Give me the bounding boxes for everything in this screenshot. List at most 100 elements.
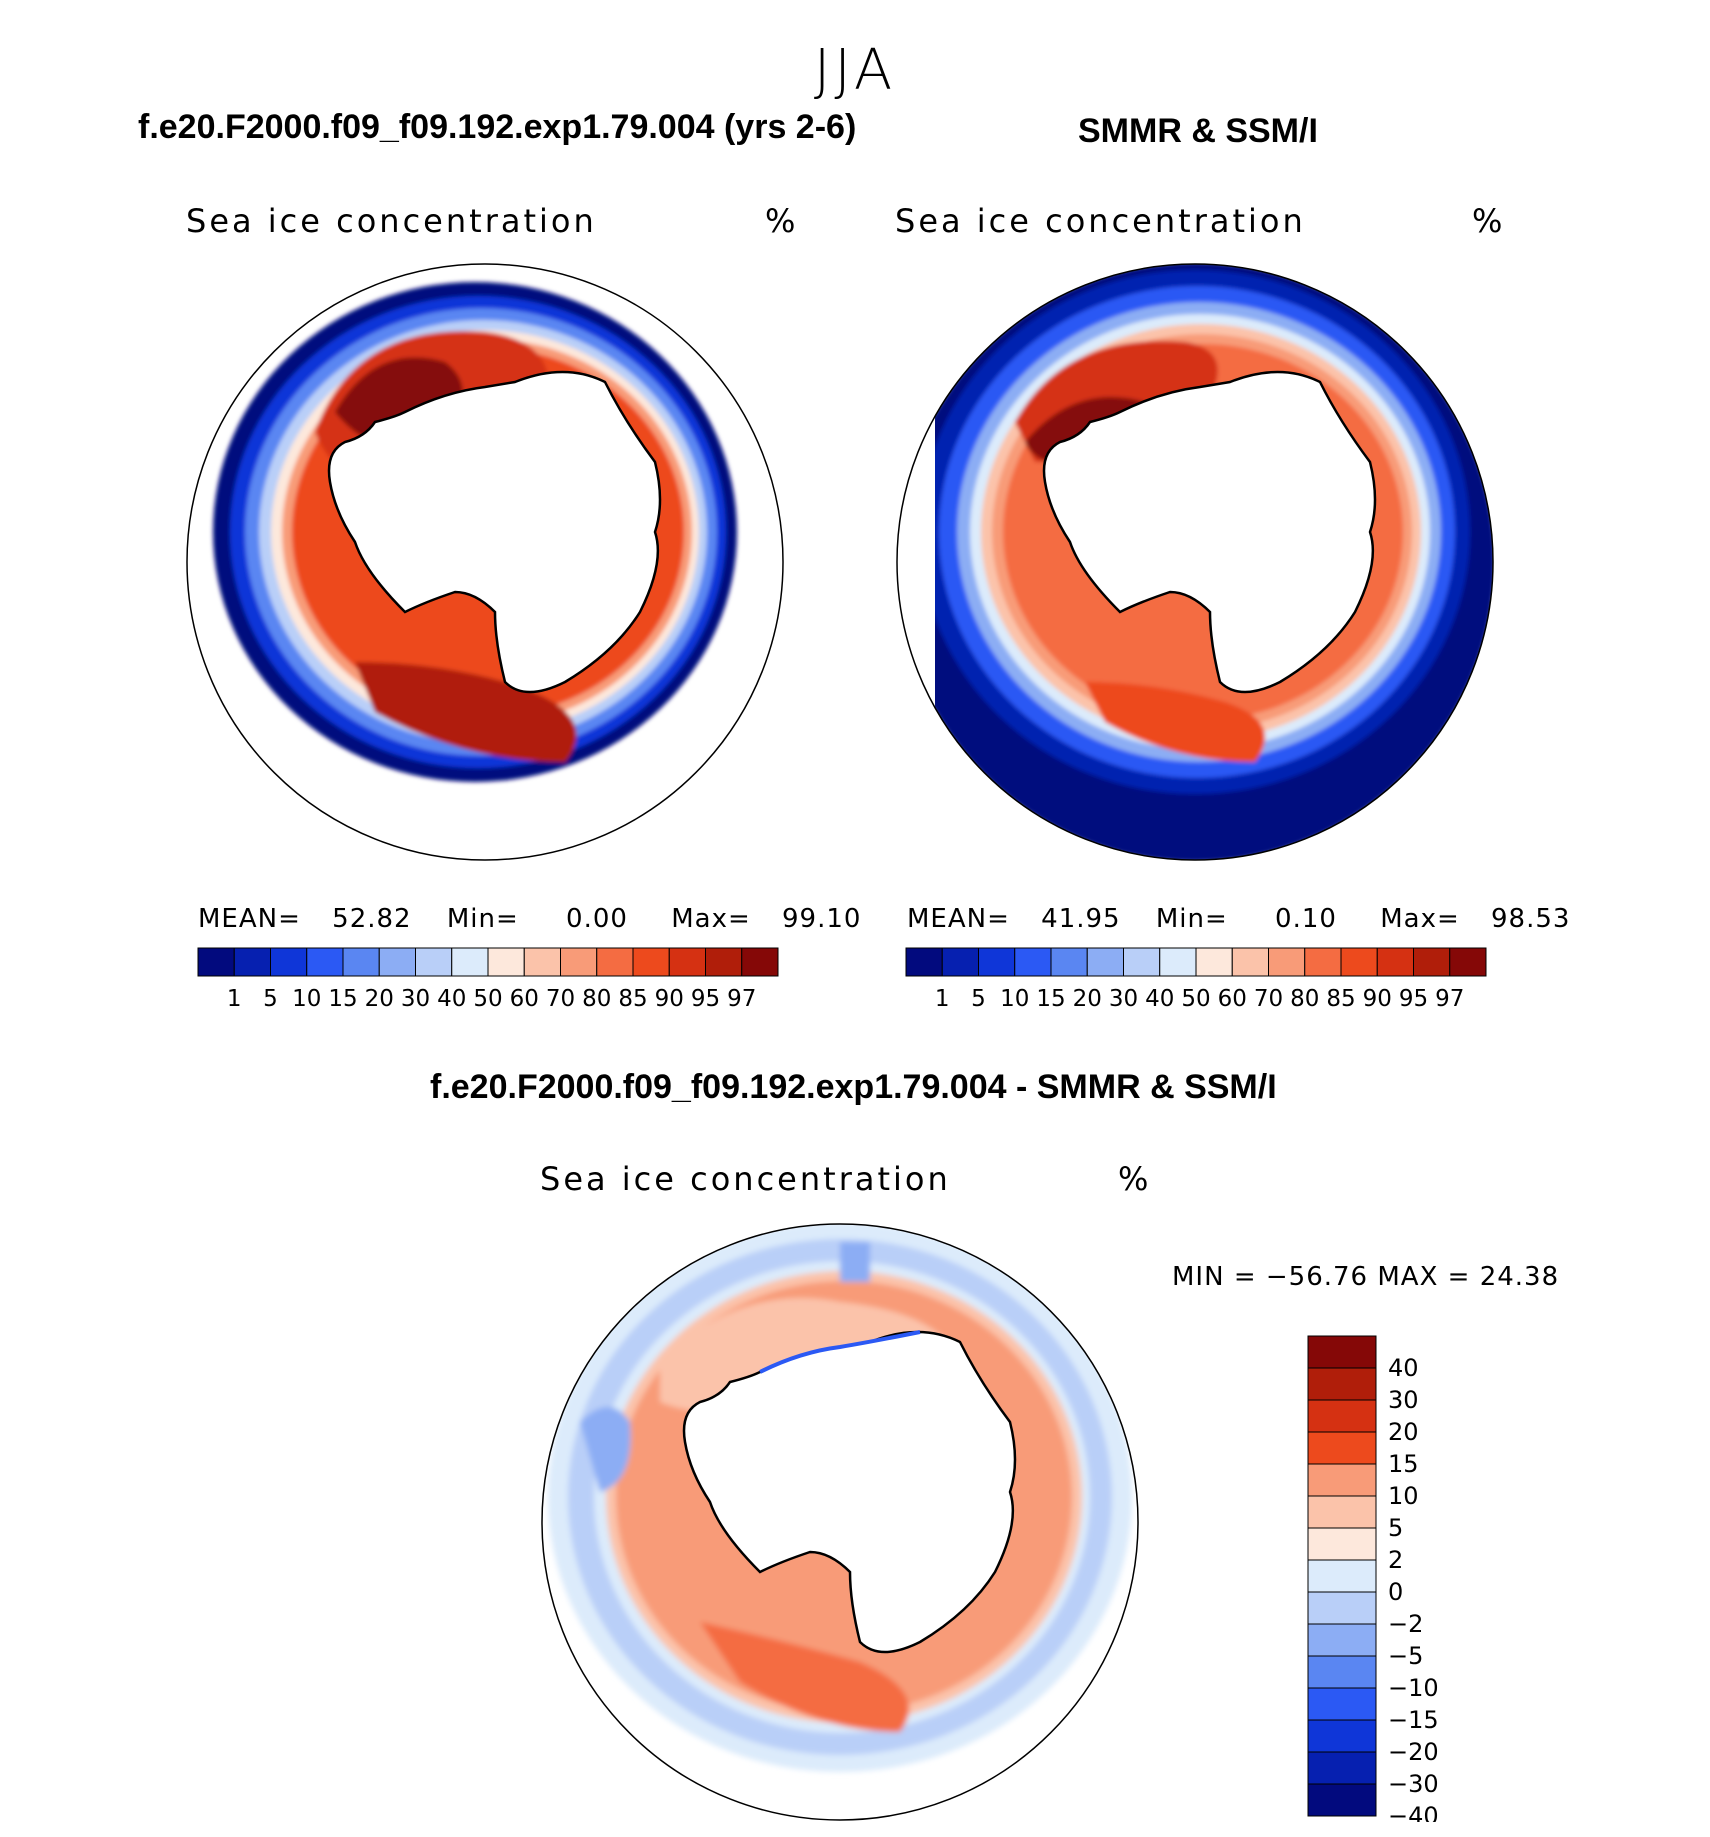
panel-1-colorbar-swatch	[451, 947, 489, 977]
panel-2-colorbar-swatch	[1086, 947, 1124, 977]
panel-1-colorbar-swatch	[523, 947, 561, 977]
panel-3-antarctica-outline	[682, 1330, 1017, 1654]
panel-3-colorbar-swatch	[1307, 1655, 1377, 1689]
panel-3-colorbar-tick-label: −2	[1388, 1610, 1423, 1638]
panel-1-colorbar-swatch	[560, 947, 598, 977]
panel-2-colorbar-tick-label: 10	[1000, 986, 1029, 1012]
panel-2-colorbar-tick-label: 30	[1109, 986, 1138, 1012]
panel-3-colorbar-swatch	[1307, 1527, 1377, 1561]
panel-3-colorbar-tick-label: 20	[1388, 1418, 1419, 1446]
panel-1-colorbar-swatch	[741, 947, 779, 977]
panel-2-colorbar-tick-label: 90	[1363, 986, 1392, 1012]
panel-2-colorbar-swatch	[1014, 947, 1052, 977]
panel-3-colorbar-swatch	[1307, 1783, 1377, 1817]
panel-3-coastal-negative-band	[759, 1330, 921, 1374]
panel-1-max-value: 99.10	[782, 904, 862, 934]
panel-3-colorbar-swatch	[1307, 1367, 1377, 1401]
panel-2-mean-label: MEAN=	[907, 904, 1010, 934]
panel-3-map-boundary	[541, 1223, 1139, 1821]
panel-2-colorbar-tick-label: 50	[1181, 986, 1210, 1012]
panel-2-map-boundary	[896, 263, 1494, 861]
panel-2-colorbar-tick-label: 80	[1290, 986, 1319, 1012]
panel-3-colorbar-tick-label: 30	[1388, 1386, 1419, 1414]
panel-1-mean-label: MEAN=	[198, 904, 301, 934]
panel-1-colorbar-swatch	[487, 947, 525, 977]
panel-2-variable: Sea ice concentration	[895, 202, 1306, 240]
panel-3-colorbar-tick-label: 15	[1388, 1450, 1419, 1478]
panel-3-colorbar-tick-label: 40	[1388, 1354, 1419, 1382]
panel-1-colorbar-tick-label: 95	[691, 986, 720, 1012]
panel-3-colorbar-swatch	[1307, 1399, 1377, 1433]
panel-2-max-label: Max=	[1380, 904, 1460, 934]
panel-1-colorbar-swatch	[596, 947, 634, 977]
season-title: JJA	[813, 38, 897, 103]
panel-1-antarctica-outline	[327, 370, 662, 694]
panel-2-colorbar-tick-label: 95	[1399, 986, 1428, 1012]
panel-2-colorbar-swatch	[1376, 947, 1414, 977]
panel-2-colorbar-tick-label: 5	[971, 986, 986, 1012]
panel-1-colorbar-tick-label: 5	[263, 986, 278, 1012]
panel-2-colorbar-tick-label: 20	[1073, 986, 1102, 1012]
panel-1-colorbar-tick-label: 80	[582, 986, 611, 1012]
panel-2-colorbar-tick-label: 60	[1218, 986, 1247, 1012]
panel-1-min-label: Min=	[446, 904, 519, 934]
panel-1-colorbar-tick-label: 10	[292, 986, 321, 1012]
panel-2-colorbar-tick-label: 40	[1145, 986, 1174, 1012]
panel-2-colorbar-swatch	[1123, 947, 1161, 977]
panel-3-stats: MIN = −56.76 MAX = 24.38	[1172, 1262, 1560, 1292]
panel-3-title: f.e20.F2000.f09_f09.192.exp1.79.004 - SM…	[430, 1068, 1277, 1106]
panel-1-colorbar-tick-label: 60	[510, 986, 539, 1012]
panel-3-map	[541, 1223, 1139, 1821]
panel-1-colorbar-swatch	[378, 947, 416, 977]
panel-1-min-value: 0.00	[566, 904, 628, 934]
panel-3-colorbar-swatch	[1307, 1495, 1377, 1529]
panel-2-colorbar-swatch	[1449, 947, 1487, 977]
panel-1-colorbar-tick-label: 30	[401, 986, 430, 1012]
panel-1-stats: MEAN= 52.82 Min= 0.00 Max= 99.10	[198, 904, 861, 934]
panel-2-colorbar-swatch	[1413, 947, 1451, 977]
panel-2-colorbar-swatch	[1195, 947, 1233, 977]
panel-2-colorbar-tick-label: 85	[1326, 986, 1355, 1012]
panel-1-colorbar: 1 5 10 15 20 30 40 50 60 70 80 85 90 95 97	[197, 947, 779, 1012]
panel-1-colorbar-tick-label: 40	[437, 986, 466, 1012]
panel-3-colorbar-swatch	[1307, 1719, 1377, 1753]
panel-2-colorbar-tick-label: 15	[1036, 986, 1065, 1012]
panel-2-colorbar-tick-label: 97	[1435, 986, 1464, 1012]
panel-1-colorbar-tick-label: 70	[546, 986, 575, 1012]
panel-2-colorbar-swatch	[1159, 947, 1197, 977]
panel-2-min-label: Min=	[1155, 904, 1228, 934]
panel-2-min-value: 0.10	[1275, 904, 1337, 934]
panel-1-colorbar-tick-label: 15	[328, 986, 357, 1012]
panel-2-colorbar-swatch	[978, 947, 1016, 977]
panel-2-mean-value: 41.95	[1041, 904, 1121, 934]
panel-2-colorbar: 1 5 10 15 20 30 40 50 60 70 80 85 90 95 97	[905, 947, 1487, 1012]
panel-1-colorbar-tick-label: 90	[655, 986, 684, 1012]
panel-3-units: %	[1118, 1160, 1149, 1198]
panel-2-colorbar-swatch	[1050, 947, 1088, 977]
panel-1-map	[186, 263, 784, 861]
panel-2-colorbar-swatch	[941, 947, 979, 977]
panel-2-max-value: 98.53	[1491, 904, 1571, 934]
panel-3-colorbar-tick-label: −5	[1388, 1642, 1423, 1670]
panel-1-colorbar-swatch	[668, 947, 706, 977]
panel-1-colorbar-swatch	[705, 947, 743, 977]
panel-3-colorbar-swatch	[1307, 1623, 1377, 1657]
panel-3-colorbar-tick-label: −40	[1388, 1802, 1439, 1822]
panel-1-colorbar-tick-label: 20	[365, 986, 394, 1012]
panel-3-colorbar-tick-label: 2	[1388, 1546, 1403, 1574]
panel-2-antarctica-outline	[1042, 370, 1377, 694]
panel-1-max-label: Max=	[671, 904, 751, 934]
panel-1-colorbar-tick-label: 85	[618, 986, 647, 1012]
panel-3-colorbar-swatch	[1307, 1559, 1377, 1593]
panel-3-colorbar-tick-label: 5	[1388, 1514, 1403, 1542]
panel-2-units: %	[1472, 202, 1503, 240]
panel-2-colorbar-swatch	[1340, 947, 1378, 977]
panel-3-colorbar-tick-label: −30	[1388, 1770, 1439, 1798]
panel-1-colorbar-swatch	[306, 947, 344, 977]
panel-1-title: f.e20.F2000.f09_f09.192.exp1.79.004 (yrs…	[138, 108, 857, 146]
panel-1-colorbar-swatch	[415, 947, 453, 977]
panel-3-colorbar-tick-label: −15	[1388, 1706, 1439, 1734]
panel-1-colorbar-swatch	[197, 947, 235, 977]
panel-3-colorbar-swatch	[1307, 1431, 1377, 1465]
